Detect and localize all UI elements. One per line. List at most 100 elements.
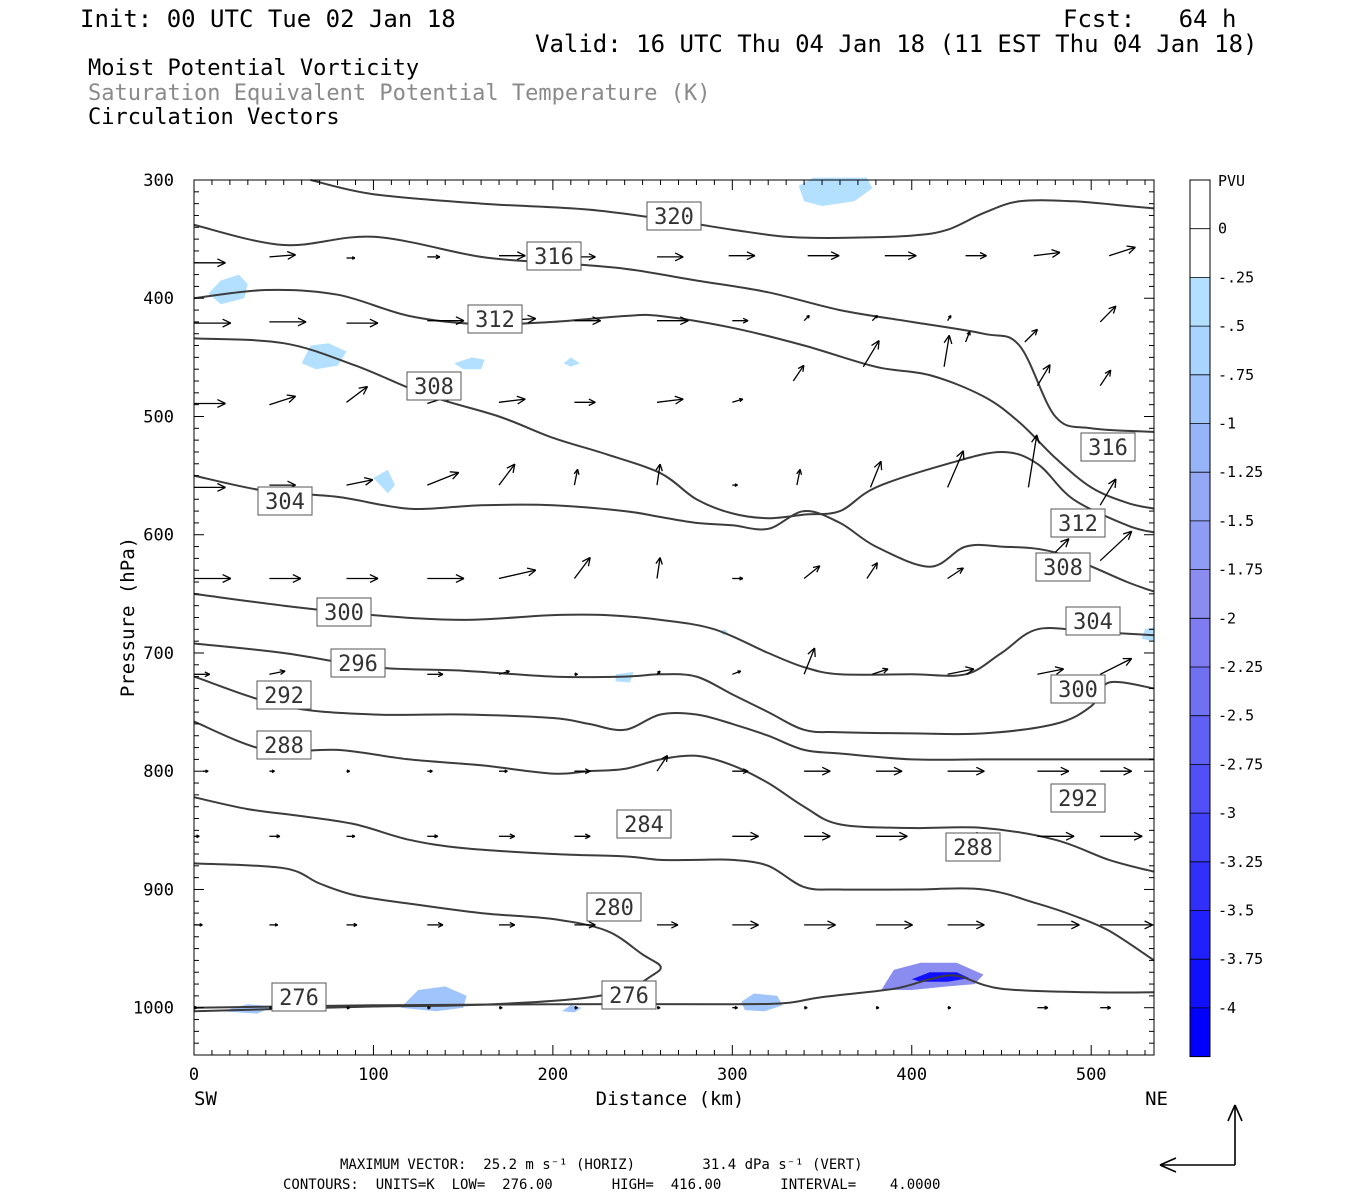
circulation-vector xyxy=(1024,328,1039,343)
circulation-vector xyxy=(499,769,508,774)
circulation-vector xyxy=(1099,305,1117,323)
circulation-vector xyxy=(427,471,460,486)
x-tick-label: 0 xyxy=(189,1065,199,1085)
y-tick-label: 900 xyxy=(143,880,174,900)
x-tick-label: 500 xyxy=(1076,1065,1107,1085)
circulation-vector xyxy=(657,252,684,262)
pv-shading-area-0 xyxy=(208,274,248,305)
colorbar-label: -.75 xyxy=(1218,366,1254,384)
x-tick-label: 300 xyxy=(717,1065,748,1085)
contour-label-312: 312 xyxy=(1050,508,1106,538)
colorbar-swatch xyxy=(1190,520,1210,570)
colorbar-label: -2 xyxy=(1218,609,1236,627)
contour-300 xyxy=(193,592,1155,677)
circulation-vector xyxy=(1037,920,1080,930)
circulation-vector xyxy=(884,251,917,261)
svg-text:280: 280 xyxy=(594,896,634,921)
contour-296 xyxy=(193,642,1155,736)
circulation-vector xyxy=(732,576,744,581)
circulation-vector xyxy=(872,667,889,675)
circulation-vector xyxy=(1108,245,1136,257)
circulation-vector xyxy=(194,482,226,492)
x-tick-label: 400 xyxy=(896,1065,927,1085)
circulation-vector xyxy=(657,921,679,929)
colorbar-label: -2.5 xyxy=(1218,707,1254,725)
colorbar-label: -1.25 xyxy=(1218,463,1263,481)
circulation-vector xyxy=(728,251,756,261)
circulation-vector xyxy=(498,567,537,580)
circulation-vector xyxy=(1027,434,1041,488)
circulation-vector xyxy=(346,834,356,839)
colorbar-label: -3.5 xyxy=(1218,902,1254,920)
colorbar-swatch xyxy=(1190,277,1210,327)
circulation-vector xyxy=(792,364,805,382)
circulation-vector xyxy=(1099,478,1117,506)
circulation-vector xyxy=(194,834,200,839)
pv-shading-area-10 xyxy=(741,993,783,1012)
circulation-vector xyxy=(346,256,356,260)
x-tick-label: 200 xyxy=(538,1065,569,1085)
colorbar-label: -1 xyxy=(1218,415,1236,433)
pv-shading-area-9 xyxy=(400,986,467,1012)
circulation-vector xyxy=(427,316,465,326)
circulation-vector xyxy=(573,468,580,486)
pv-shading-area-1 xyxy=(301,343,347,370)
circulation-vector xyxy=(964,331,971,343)
circulation-vector xyxy=(875,831,908,841)
circulation-vector xyxy=(574,1005,578,1010)
x-axis-label: Distance (km) xyxy=(596,1088,745,1110)
colorbar-swatch xyxy=(1190,228,1210,278)
circulation-vector xyxy=(574,316,601,326)
reference-vector-icon xyxy=(1159,1104,1243,1173)
circulation-vector xyxy=(943,334,953,367)
colorbar-label: -.25 xyxy=(1218,268,1254,286)
y-tick-label: 600 xyxy=(143,526,174,546)
circulation-vector xyxy=(574,768,591,775)
circulation-vector xyxy=(269,923,279,927)
contour-label-316: 316 xyxy=(1080,432,1136,462)
colorbar-swatch xyxy=(1190,813,1210,862)
circulation-vector xyxy=(427,769,433,774)
circulation-vector xyxy=(346,318,379,328)
circulation-vector xyxy=(869,460,883,488)
circulation-vector xyxy=(803,565,821,580)
circulation-vector xyxy=(269,574,302,583)
colorbar-units: PVU xyxy=(1218,172,1245,190)
circulation-vector xyxy=(655,557,663,579)
circulation-vector xyxy=(1037,1005,1049,1010)
colorbar-label: -4 xyxy=(1218,999,1236,1017)
circulation-vector xyxy=(574,672,578,677)
circulation-vector xyxy=(862,340,880,368)
circulation-vector xyxy=(427,254,441,260)
circulation-vector xyxy=(346,385,369,403)
contour-284 xyxy=(193,796,1155,962)
contour-layer xyxy=(193,179,1155,1013)
circulation-vector xyxy=(269,769,275,774)
pv-shading-area-2 xyxy=(454,357,485,370)
pv-shading-area-5 xyxy=(798,177,873,206)
contour-label-312: 312 xyxy=(467,304,523,334)
svg-text:304: 304 xyxy=(265,490,305,515)
circulation-vector xyxy=(875,920,913,930)
circulation-vector xyxy=(947,666,975,675)
svg-text:288: 288 xyxy=(953,836,993,861)
endpoint-ne: NE xyxy=(1145,1088,1168,1110)
circulation-vector xyxy=(499,833,516,840)
colorbar-label: -1.75 xyxy=(1218,561,1263,579)
contour-label-layer: 276 276 280 284 288 288 292 292 296 300 300 304 304 3… xyxy=(256,201,1136,1012)
circulation-vector xyxy=(194,671,211,678)
circulation-vector xyxy=(498,463,516,486)
colorbar-swatch xyxy=(1190,569,1210,619)
circulation-vector xyxy=(804,766,831,776)
circulation-vector xyxy=(656,754,669,772)
circulation-vector xyxy=(499,921,516,928)
circulation-vector xyxy=(947,567,964,580)
y-tick-label: 400 xyxy=(143,289,174,309)
circulation-vector xyxy=(346,574,379,583)
circulation-vector xyxy=(732,317,749,324)
circulation-vector xyxy=(1037,766,1070,776)
contour-280 xyxy=(193,862,662,1013)
circulation-vector xyxy=(427,834,439,839)
field-title-vectors: Circulation Vectors xyxy=(88,105,340,130)
